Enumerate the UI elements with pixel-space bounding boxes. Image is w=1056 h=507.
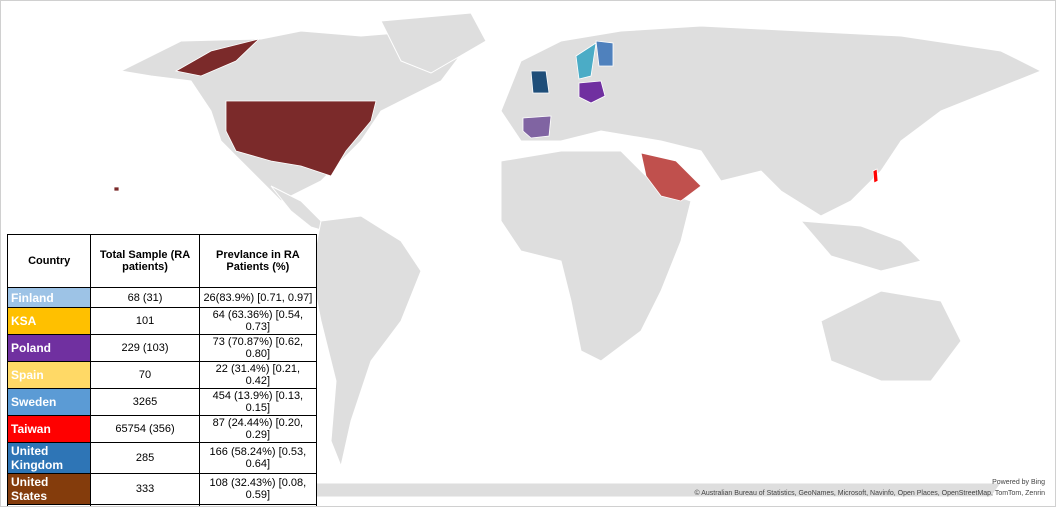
poland (578, 80, 606, 104)
header-cell: Country (6, 234, 92, 288)
prevalence-table: Country Total Sample (RA patients) Prevlan… (6, 234, 318, 506)
value-cell: 87 (24.44%) [0.20, 0.29] (198, 415, 318, 443)
table-row: United Kingdom 285 166 (58.24%) [0.53, 0.6… (6, 442, 318, 474)
header-row: Country Total Sample (RA patients) Prevlan… (6, 234, 318, 288)
value-cell: 3265 (90, 388, 200, 416)
country-cell: Taiwan (6, 415, 92, 443)
value-cell: 1000 (22%) [0, 0.87] (198, 504, 318, 506)
header-cell: Total Sample (RA patients) (90, 234, 200, 288)
powered-by: Powered by Bing (992, 479, 1045, 486)
africa (500, 150, 692, 362)
country-cell: Spain (6, 361, 92, 389)
value-cell: 101 (90, 307, 200, 335)
value-cell: 108 (32.43%) [0.08, 0.59] (198, 473, 318, 505)
spain (522, 115, 552, 139)
value-cell: 454 (13.9%) [0.13, 0.15] (198, 388, 318, 416)
table-row: Taiwan 65754 (356) 87 (24.44%) [0.20, 0.29… (6, 415, 318, 443)
table-row: Finland 68 (31) 26(83.9%) [0.71, 0.97] (6, 287, 318, 308)
country-cell: Finland (6, 287, 92, 308)
value-cell: 333 (90, 473, 200, 505)
header-cell: Prevlance in RA Patients (%) (198, 234, 318, 288)
table-row: Poland 229 (103) 73 (70.87%) [0.62, 0.80] (6, 334, 318, 362)
greenland (380, 12, 487, 74)
table-row: KSA 101 64 (63.36%) [0.54, 0.73] (6, 307, 318, 335)
australia (820, 290, 962, 382)
value-cell: 65754 (356) (90, 415, 200, 443)
united-states (225, 100, 377, 177)
table-row: Spain 70 22 (31.4%) [0.21, 0.42] (6, 361, 318, 389)
table-row: Total70105 (4544)1000 (22%) [0, 0.87] (6, 504, 318, 506)
value-cell: 285 (90, 442, 200, 474)
value-cell: 73 (70.87%) [0.62, 0.80] (198, 334, 318, 362)
alaska (174, 38, 261, 77)
value-cell: 70 (90, 361, 200, 389)
value-cell: 229 (103) (90, 334, 200, 362)
value-cell: 68 (31) (90, 287, 200, 308)
value-cell: 22 (31.4%) [0.21, 0.42] (198, 361, 318, 389)
finland (595, 40, 614, 67)
country-cell: KSA (6, 307, 92, 335)
value-cell: 26(83.9%) [0.71, 0.97] (198, 287, 318, 308)
hawaii (113, 186, 120, 192)
country-cell: United Kingdom (6, 442, 92, 474)
saudi-arabia (640, 152, 702, 202)
country-cell: Poland (6, 334, 92, 362)
country-cell: Sweden (6, 388, 92, 416)
eurasia (500, 25, 1043, 217)
value-cell: 166 (58.24%) [0.53, 0.64] (198, 442, 318, 474)
value-cell: 70105 (4544) (90, 504, 200, 506)
table-row: Sweden 3265 454 (13.9%) [0.13, 0.15] (6, 388, 318, 416)
value-cell: 64 (63.36%) [0.54, 0.73] (198, 307, 318, 335)
south-america (310, 215, 422, 468)
country-cell: United States (6, 473, 92, 505)
taiwan (872, 168, 879, 184)
southeast-asia (799, 220, 922, 272)
map-credits: © Australian Bureau of Statistics, GeoNa… (694, 490, 1045, 497)
united-kingdom (530, 70, 550, 94)
sweden (575, 42, 597, 80)
table-row: United States 333 108 (32.43%) [0.08, 0.59… (6, 473, 318, 505)
